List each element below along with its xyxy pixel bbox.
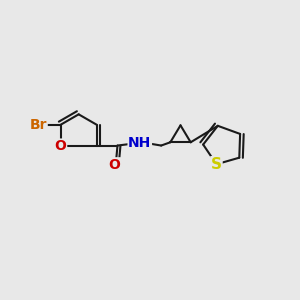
Text: Br: Br	[30, 118, 47, 132]
Text: NH: NH	[128, 136, 152, 150]
Text: O: O	[109, 158, 121, 172]
Text: O: O	[55, 139, 67, 153]
Text: S: S	[211, 157, 222, 172]
